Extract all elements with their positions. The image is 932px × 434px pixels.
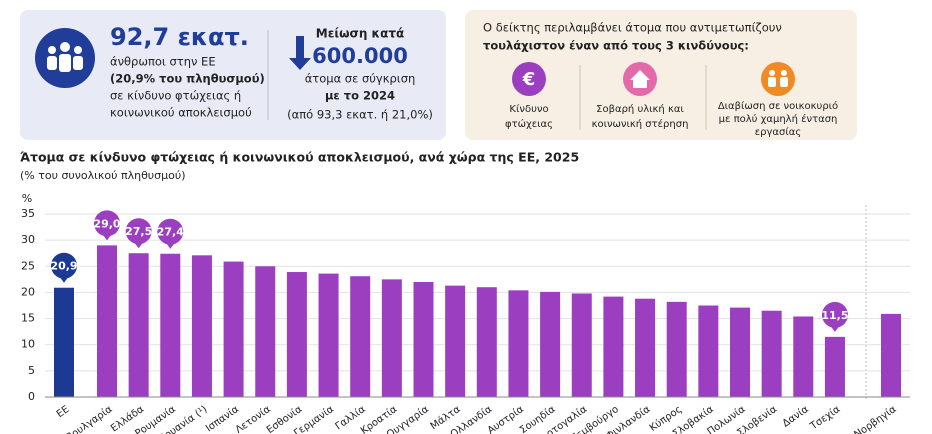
- x-tick-label: Τσεχία: [807, 403, 843, 433]
- bar: [666, 301, 687, 397]
- bar: [318, 273, 339, 397]
- euro-glyph: €: [522, 69, 536, 90]
- change-line: (από 93,3 εκατ. ή 21,0%): [287, 108, 433, 122]
- down-arrow: [289, 36, 311, 70]
- bar: [698, 305, 719, 397]
- household-glyph: [768, 70, 788, 87]
- bar: [54, 287, 74, 397]
- y-unit: %: [22, 192, 32, 205]
- value-label: 27,4: [157, 226, 184, 239]
- stat-line: (20,9% του πληθυσμού): [110, 72, 265, 86]
- risks-title: τουλάχιστον έναν από τους 3 κινδύνους:: [483, 39, 749, 53]
- label-bubble: [51, 252, 77, 279]
- bar: [603, 296, 624, 397]
- bar: [381, 279, 402, 397]
- bar: [540, 291, 561, 397]
- x-tick-label: Νορβηγία: [852, 403, 899, 434]
- y-tick-label: 5: [28, 364, 35, 377]
- value-label: 20,9: [50, 260, 77, 273]
- y-tick-label: 0: [28, 390, 35, 403]
- y-tick-label: 25: [21, 259, 35, 272]
- bar: [223, 261, 244, 397]
- bar: [128, 253, 149, 397]
- y-tick-label: 35: [21, 207, 35, 220]
- bar: [730, 307, 750, 397]
- value-label: 29,0: [93, 217, 120, 230]
- x-tick-label: Δανία: [780, 403, 811, 430]
- bar: [255, 266, 276, 397]
- risk-caption: με πολύ χαμηλή ένταση: [719, 113, 838, 125]
- risk-caption: Σοβαρή υλική και: [596, 103, 684, 115]
- x-tick-label: ΕΕ: [55, 404, 72, 420]
- risk-caption: Κίνδυνο: [509, 103, 548, 115]
- bar: [445, 285, 466, 397]
- x-tick-label: Βουλγαρία: [64, 403, 115, 434]
- bar: [761, 310, 782, 397]
- stat-value: 92,7 εκατ.: [110, 23, 249, 51]
- bar: [286, 272, 307, 397]
- label-bubble: [157, 218, 184, 245]
- risks-box: [465, 10, 857, 140]
- stat-box: [20, 10, 446, 140]
- value-label: 11,5: [821, 309, 848, 322]
- y-tick-label: 20: [21, 285, 35, 298]
- bar: [97, 245, 117, 397]
- chart-title: Άτομα σε κίνδυνο φτώχειας ή κοινωνικού α…: [20, 150, 579, 165]
- bar: [881, 313, 901, 397]
- chart-subtitle: (% του συνολικού πληθυσμού): [20, 169, 186, 182]
- label-bubble: [821, 301, 848, 328]
- bar: [191, 255, 212, 397]
- euro-icon: [512, 62, 546, 96]
- bar: [793, 316, 814, 397]
- bar: [635, 298, 656, 397]
- label-bubble: [94, 210, 120, 237]
- risk-caption: κοινωνική στέρηση: [592, 118, 689, 130]
- stat-line: σε κίνδυνο φτώχειας ή: [110, 89, 241, 103]
- stat-line: άνθρωποι στην ΕΕ: [110, 55, 216, 69]
- bar: [350, 276, 371, 397]
- change-label: Μείωση κατά: [316, 27, 404, 41]
- label-bubble: [125, 218, 152, 245]
- risk-caption: Διαβίωση σε νοικοκυριό: [718, 100, 838, 112]
- risks-title: Ο δείκτης περιλαμβάνει άτομα που αντιμετ…: [483, 21, 782, 35]
- people-glyph: [47, 42, 83, 72]
- bar: [508, 290, 529, 397]
- change-line: με το 2024: [325, 89, 395, 103]
- bar: [413, 281, 434, 397]
- risk-caption: φτώχειας: [505, 118, 553, 130]
- bar: [824, 336, 845, 397]
- y-tick-label: 10: [21, 338, 35, 351]
- change-line: άτομα σε σύγκριση: [305, 72, 416, 86]
- bar: [571, 293, 592, 397]
- risk-caption: εργασίας: [755, 126, 801, 138]
- bar: [160, 253, 181, 397]
- stat-line: κοινωνικού αποκλεισμού: [110, 106, 252, 120]
- change-value: 600.000: [312, 44, 408, 68]
- household-icon: [761, 62, 795, 96]
- house-glyph: [630, 70, 650, 88]
- y-tick-label: 15: [21, 312, 35, 325]
- bar: [476, 287, 497, 397]
- y-tick-label: 30: [21, 233, 35, 246]
- value-label: 27,5: [125, 225, 152, 238]
